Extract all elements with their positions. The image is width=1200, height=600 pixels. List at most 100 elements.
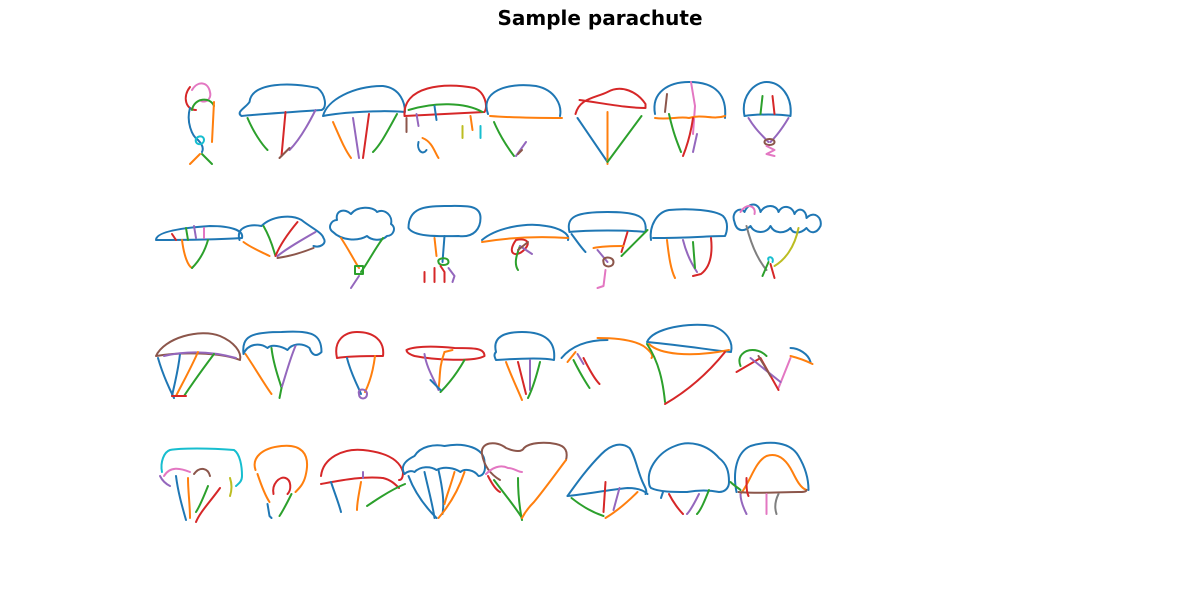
sketch-r2-c8-stroke-3 [745,225,768,271]
sketch-r4-c5-stroke-2 [481,453,501,481]
sketch-r4-c5-stroke-1 [480,441,568,461]
sketch-r1-c7-stroke-5 [668,113,682,153]
sketch-r4-c8-stroke-3 [729,481,742,491]
sketch-r3-c8-stroke-3 [789,355,814,365]
sketch-r1-c4-stroke-6 [417,141,428,154]
sketch-r1-c1-stroke-2 [191,82,212,103]
sketch-r2-c1-stroke-7 [191,239,209,269]
sketch-r3-c3-stroke-3 [364,355,376,393]
sketch-r2-c5-stroke-2 [481,236,569,243]
sketch-r2-c7-stroke-3 [682,239,698,273]
sketch-r4-c2-stroke-5 [278,493,293,517]
sketch-r4-c8-stroke-6 [739,493,748,515]
sketch-r2-c5-stroke-3 [510,238,529,256]
sketch-r1-c7-stroke-7 [692,133,698,153]
sketch-r4-c6-stroke-4 [602,481,607,513]
sketch-r4-c4-stroke-5 [437,471,466,519]
sketch-r4-c5-stroke-4 [487,475,501,493]
sketch-r4-c3-stroke-4 [356,481,362,511]
sketch-r2-c5-stroke-1 [481,223,570,241]
figure-title: Sample parachute [497,6,703,30]
sketch-r3-c2-stroke-5 [278,387,283,399]
sketch-r2-c3-stroke-5 [350,275,360,289]
sketch-r3-c5-stroke-5 [527,361,541,399]
sketch-r3-c8-stroke-7 [757,355,772,377]
sketch-r4-c1-stroke-6 [175,475,187,521]
sketch-r1-c5 [485,84,563,157]
sketch-r1-c8-stroke-7 [765,145,776,157]
sketch-r2-c7-stroke-5 [692,237,713,277]
sketch-r1-c3-stroke-3 [352,117,360,159]
sketch-r3-c8 [735,347,814,391]
sketch-r4-c1-stroke-7 [187,477,191,519]
sketch-r1-c7-stroke-3 [690,81,696,135]
sketch-r1-c6 [574,87,647,165]
sketch-r3-c4-stroke-6 [429,379,442,391]
sketch-r2-c1-stroke-6 [181,239,193,269]
sketch-r1-c2-stroke-2 [246,117,269,151]
sketch-r1-c5-stroke-1 [485,84,562,117]
sketch-r4-c6 [566,443,649,519]
sketch-r4-c5-stroke-7 [521,459,567,519]
sketch-r1-c2-stroke-4 [288,109,317,151]
sketch-r3-c4-stroke-5 [443,349,454,353]
sketch-r1-c4-stroke-4 [433,105,438,121]
sketch-r4-c4-stroke-3 [423,471,436,519]
sketch-r4-c8-stroke-1 [734,441,810,493]
sketch-r4-c4-stroke-4 [437,469,445,515]
sketch-r2-c8-stroke-7 [769,263,776,279]
sketch-r1-c5-stroke-2 [489,115,563,119]
sketch-r4-c7-stroke-1 [647,442,730,493]
sketch-r1-c3-stroke-1 [322,85,406,117]
sketch-r3-c4 [405,345,486,393]
sketch-r1-c1-stroke-1 [184,86,197,111]
sketch-r4-c2-stroke-4 [266,503,273,519]
sketch-r2-c2-stroke-4 [274,221,299,257]
sketch-r3-c8-stroke-6 [749,357,782,383]
sketch-r2-c4-stroke-1 [407,204,482,238]
sketch-r1-c8-stroke-1 [742,81,792,117]
sketch-r1-c3-stroke-4 [362,113,370,159]
sketch-r1-c8-stroke-4 [747,117,770,143]
sketch-r3-c8-stroke-2 [789,347,812,363]
sketch-r3-c4-stroke-3 [437,351,446,389]
sketch-r3-c3-stroke-4 [357,388,368,400]
sketch-r3-c7-stroke-4 [664,351,726,405]
sketch-r1-c4-stroke-7 [421,137,440,159]
sketch-r4-c5-stroke-3 [485,465,523,475]
sketch-r2-c7-stroke-2 [666,239,676,279]
sketch-r4-c2 [253,444,308,519]
sketch-r2-c1-stroke-1 [155,225,244,241]
sketch-r2-c5 [481,223,570,271]
sketch-r3-c1-stroke-1 [155,332,242,361]
sketch-r3-c1-stroke-6 [183,353,215,397]
sketch-r4-c4-stroke-6 [443,471,456,505]
sketch-r4-c7-stroke-4 [696,489,710,515]
sketch-r2-c6-stroke-7 [602,256,615,268]
sketch-r3-c2-stroke-1 [242,330,323,356]
sketch-r4-c1-stroke-3 [163,467,191,477]
sketch-r1-c4-stroke-8 [469,115,474,131]
sketch-r4-c4 [401,443,486,519]
sketch-r1-c6-stroke-4 [606,115,643,163]
sketch-r4-c2-stroke-1 [253,444,308,493]
sketch-r4-c6-stroke-1 [566,443,648,497]
sketch-r3-c5-stroke-3 [517,361,527,395]
sketch-r4-c3-stroke-2 [320,476,400,489]
sketch-r2-c6 [567,211,649,289]
sketch-r2-c2-stroke-6 [276,247,315,259]
sketch-r2-c1-stroke-4 [193,225,197,239]
sketch-r4-c3-stroke-1 [320,448,404,481]
sketch-r4-c7-stroke-2 [668,493,684,515]
sketch-r2-c2-stroke-3 [262,225,277,257]
sketch-r2-c6-stroke-1 [567,211,647,233]
sketch-r1-c2-stroke-5 [278,147,291,159]
sketch-r1-c3-stroke-2 [332,121,352,159]
sketch-r3-c6-stroke-5 [572,359,591,389]
sketch-r1-c1-stroke-4 [187,107,204,153]
sketch-r4-c7-stroke-5 [660,491,664,499]
sketch-r1-c4-stroke-3 [415,113,420,127]
sketch-r1-c2-stroke-3 [280,111,287,157]
sketch-r2-c7-stroke-4 [692,241,696,269]
